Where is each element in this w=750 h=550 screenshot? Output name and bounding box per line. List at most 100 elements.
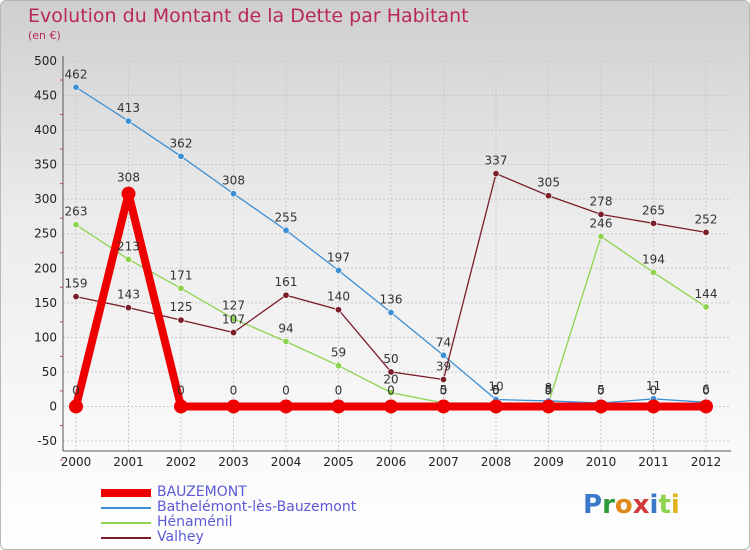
legend-label: Bathelémont-lès-Bauzemont	[157, 499, 357, 515]
y-tick-label: 400	[34, 123, 57, 137]
data-label: 0	[387, 383, 395, 397]
data-label: 0	[177, 383, 185, 397]
data-point[interactable]	[121, 186, 136, 201]
legend-item-bathelemont[interactable]: Bathelémont-lès-Bauzemont	[101, 500, 356, 515]
data-label: 0	[335, 383, 343, 397]
legend-label: BAUZEMONT	[157, 484, 247, 500]
data-point[interactable]	[69, 399, 83, 414]
data-point[interactable]	[492, 170, 500, 178]
data-label: 127	[222, 299, 245, 313]
data-point[interactable]	[334, 362, 342, 370]
data-point[interactable]	[594, 399, 608, 414]
data-label: 5	[492, 383, 500, 397]
logo-letter: i	[649, 490, 659, 520]
data-point[interactable]	[334, 306, 342, 314]
data-label: 0	[440, 383, 448, 397]
data-label: 194	[642, 252, 665, 266]
legend-item-henamenil[interactable]: Hénaménil	[101, 515, 356, 530]
x-tick-label: 2003	[218, 455, 249, 469]
data-point[interactable]	[439, 376, 447, 384]
data-point[interactable]	[597, 232, 605, 240]
legend: BAUZEMONT Bathelémont-lès-Bauzemont Héna…	[101, 485, 356, 545]
data-label: 213	[117, 239, 140, 253]
data-point[interactable]	[387, 389, 395, 397]
logo-letter: o	[614, 490, 633, 520]
data-point[interactable]	[282, 226, 290, 234]
data-label: 125	[170, 300, 193, 314]
data-label: 5	[597, 383, 605, 397]
data-label: 0	[545, 383, 553, 397]
data-label: 159	[65, 277, 88, 291]
y-tick-label: 150	[34, 296, 57, 310]
data-label: 413	[117, 101, 140, 115]
data-point[interactable]	[384, 399, 398, 414]
data-label: 0	[650, 383, 658, 397]
data-point[interactable]	[702, 303, 710, 311]
legend-swatch-valhey	[101, 536, 151, 539]
data-point[interactable]	[125, 117, 133, 125]
data-point[interactable]	[72, 83, 80, 91]
data-point[interactable]	[230, 315, 238, 323]
data-point[interactable]	[282, 338, 290, 346]
data-label: 246	[590, 216, 613, 230]
data-point[interactable]	[597, 210, 605, 218]
data-point[interactable]	[230, 329, 238, 337]
data-point[interactable]	[649, 268, 657, 276]
x-tick-label: 2012	[691, 455, 722, 469]
proxiti-logo: Proxiti	[583, 490, 680, 520]
data-point[interactable]	[177, 152, 185, 160]
data-point[interactable]	[649, 219, 657, 227]
x-tick-label: 2005	[323, 455, 354, 469]
data-point[interactable]	[334, 266, 342, 274]
data-point[interactable]	[436, 399, 451, 414]
y-tick-label: 350	[34, 158, 57, 172]
y-tick-label: 450	[34, 89, 57, 103]
legend-item-bauzemont[interactable]: BAUZEMONT	[101, 485, 356, 500]
data-point[interactable]	[646, 399, 661, 414]
data-points	[69, 83, 713, 414]
data-point[interactable]	[282, 291, 290, 299]
data-point[interactable]	[72, 293, 80, 301]
data-label: 136	[380, 292, 403, 306]
data-point[interactable]	[387, 308, 395, 316]
data-label: 263	[65, 205, 88, 219]
data-label: 0	[230, 383, 238, 397]
data-label: 20	[383, 373, 398, 387]
data-point[interactable]	[702, 228, 710, 236]
data-point[interactable]	[387, 368, 395, 376]
x-tick-label: 2002	[166, 455, 197, 469]
data-label: 5	[440, 383, 448, 397]
data-point[interactable]	[125, 255, 133, 263]
data-point[interactable]	[177, 284, 185, 292]
x-tick-label: 2008	[481, 455, 512, 469]
data-point[interactable]	[72, 221, 80, 229]
data-point[interactable]	[279, 399, 293, 414]
y-tick-label: 50	[42, 365, 57, 379]
data-label: 94	[278, 322, 293, 336]
x-tick-label: 2009	[533, 455, 564, 469]
data-label: 6	[702, 382, 710, 396]
data-point[interactable]	[230, 190, 238, 198]
data-point[interactable]	[544, 192, 552, 200]
data-label: 107	[222, 313, 245, 327]
data-point[interactable]	[439, 351, 447, 359]
data-point[interactable]	[489, 399, 503, 414]
data-label: 265	[642, 203, 665, 217]
data-point[interactable]	[125, 304, 133, 312]
data-label: 50	[383, 352, 398, 366]
data-label: 39	[436, 360, 451, 374]
data-point[interactable]	[226, 399, 241, 414]
legend-item-valhey[interactable]: Valhey	[101, 530, 356, 545]
data-point[interactable]	[174, 399, 188, 414]
data-point[interactable]	[541, 399, 556, 414]
data-point[interactable]	[177, 316, 185, 324]
data-point[interactable]	[699, 399, 713, 414]
data-label: 74	[436, 335, 451, 349]
data-label: 197	[327, 250, 350, 264]
data-label: 0	[702, 383, 710, 397]
data-label: 8	[545, 381, 553, 395]
logo-letter: P	[583, 490, 603, 520]
data-point[interactable]	[331, 399, 346, 414]
data-label: 362	[170, 136, 193, 150]
